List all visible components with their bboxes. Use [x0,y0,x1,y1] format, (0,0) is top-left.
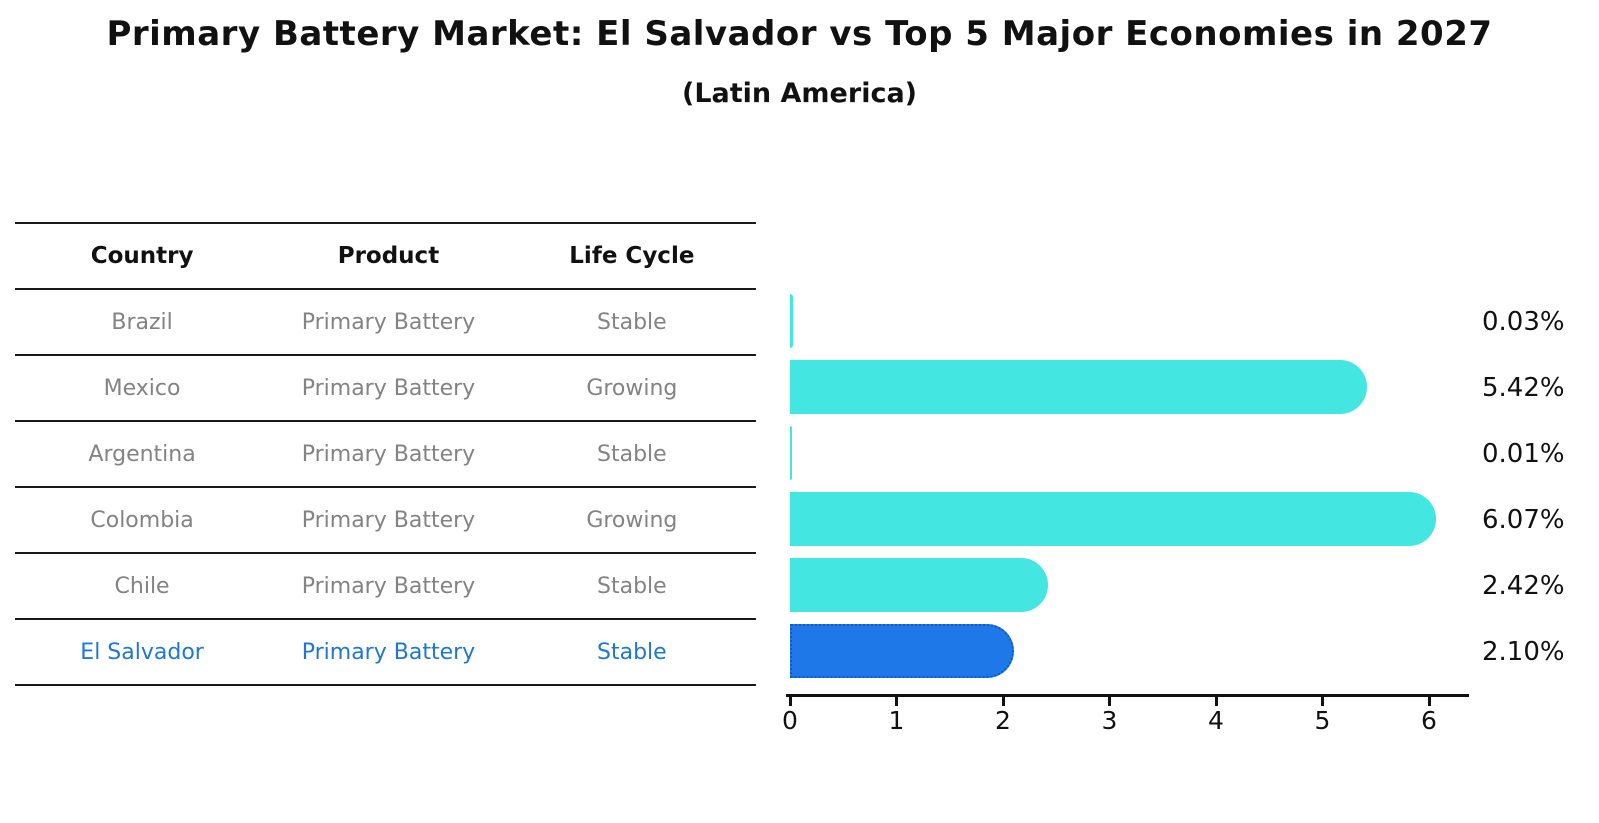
table-cell-country: Argentina [88,441,196,467]
x-axis-tick-label: 3 [1101,706,1118,735]
x-axis-tick-label: 2 [995,706,1011,735]
table-row: El Salvador Primary Battery Stable [15,620,756,686]
table-cell-life_cycle: Growing [586,375,678,401]
table-row: Argentina Primary Battery Stable [15,422,756,488]
table-cell-life_cycle: Growing [586,507,678,533]
value-label: 2.10% [1482,637,1565,667]
column-header: Life Cycle [569,243,695,269]
table-cell-life_cycle: Stable [597,309,667,335]
bar [790,558,1048,612]
table-cell-country: Brazil [111,309,173,335]
x-axis-tick-label: 5 [1314,706,1331,735]
bar [790,360,1368,414]
table-cell-country: Mexico [103,375,181,401]
table-cell-product: Primary Battery [301,309,476,335]
table-cell-country: Chile [114,573,170,599]
value-label: 2.42% [1482,571,1565,601]
table-cell-product: Primary Battery [301,441,476,467]
x-axis-tick-mark [1214,694,1218,706]
x-axis-tick-mark [1427,694,1431,706]
column-header: Product [337,243,440,269]
bar [790,492,1437,546]
table-cell-country: El Salvador [80,639,204,665]
table-cell-product: Primary Battery [301,375,476,401]
chart-subtitle: (Latin America) [681,78,918,109]
country-table: Country Product Life Cycle Brazil Primary Ba… [15,222,756,686]
bar [790,426,792,480]
value-label: 6.07% [1482,505,1565,535]
value-label: 0.03% [1482,307,1565,337]
table-cell-life_cycle: Stable [597,639,667,665]
table-cell-life_cycle: Stable [597,573,667,599]
x-axis-tick-label: 4 [1208,706,1224,735]
table-cell-product: Primary Battery [301,507,476,533]
value-label: 0.01% [1482,439,1565,469]
column-header: Country [90,243,194,269]
x-axis-tick-mark [895,694,898,706]
bar [790,294,794,348]
x-axis-tick-label: 1 [888,706,905,735]
chart-title: Primary Battery Market: El Salvador vs T… [106,14,1493,54]
x-axis-tick-mark [1001,694,1005,706]
x-axis-tick-mark [1108,694,1111,706]
table-row: Mexico Primary Battery Growing [15,356,756,422]
table-cell-product: Primary Battery [301,639,476,665]
table-cell-life_cycle: Stable [597,441,667,467]
value-label: 5.42% [1482,373,1565,403]
table-row: Colombia Primary Battery Growing [15,488,756,554]
table-cell-product: Primary Battery [301,573,476,599]
table-row: Brazil Primary Battery Stable [15,290,756,356]
table-cell-country: Colombia [90,507,194,533]
x-axis-tick-label: 6 [1421,706,1437,735]
x-axis-tick-mark [788,694,792,706]
table-row: Chile Primary Battery Stable [15,554,756,620]
bar [790,624,1014,678]
x-axis-tick-label: 0 [782,706,798,735]
table-header-row: Country Product Life Cycle [15,224,756,290]
x-axis-line [786,694,1469,697]
x-axis-tick-mark [1321,694,1324,706]
